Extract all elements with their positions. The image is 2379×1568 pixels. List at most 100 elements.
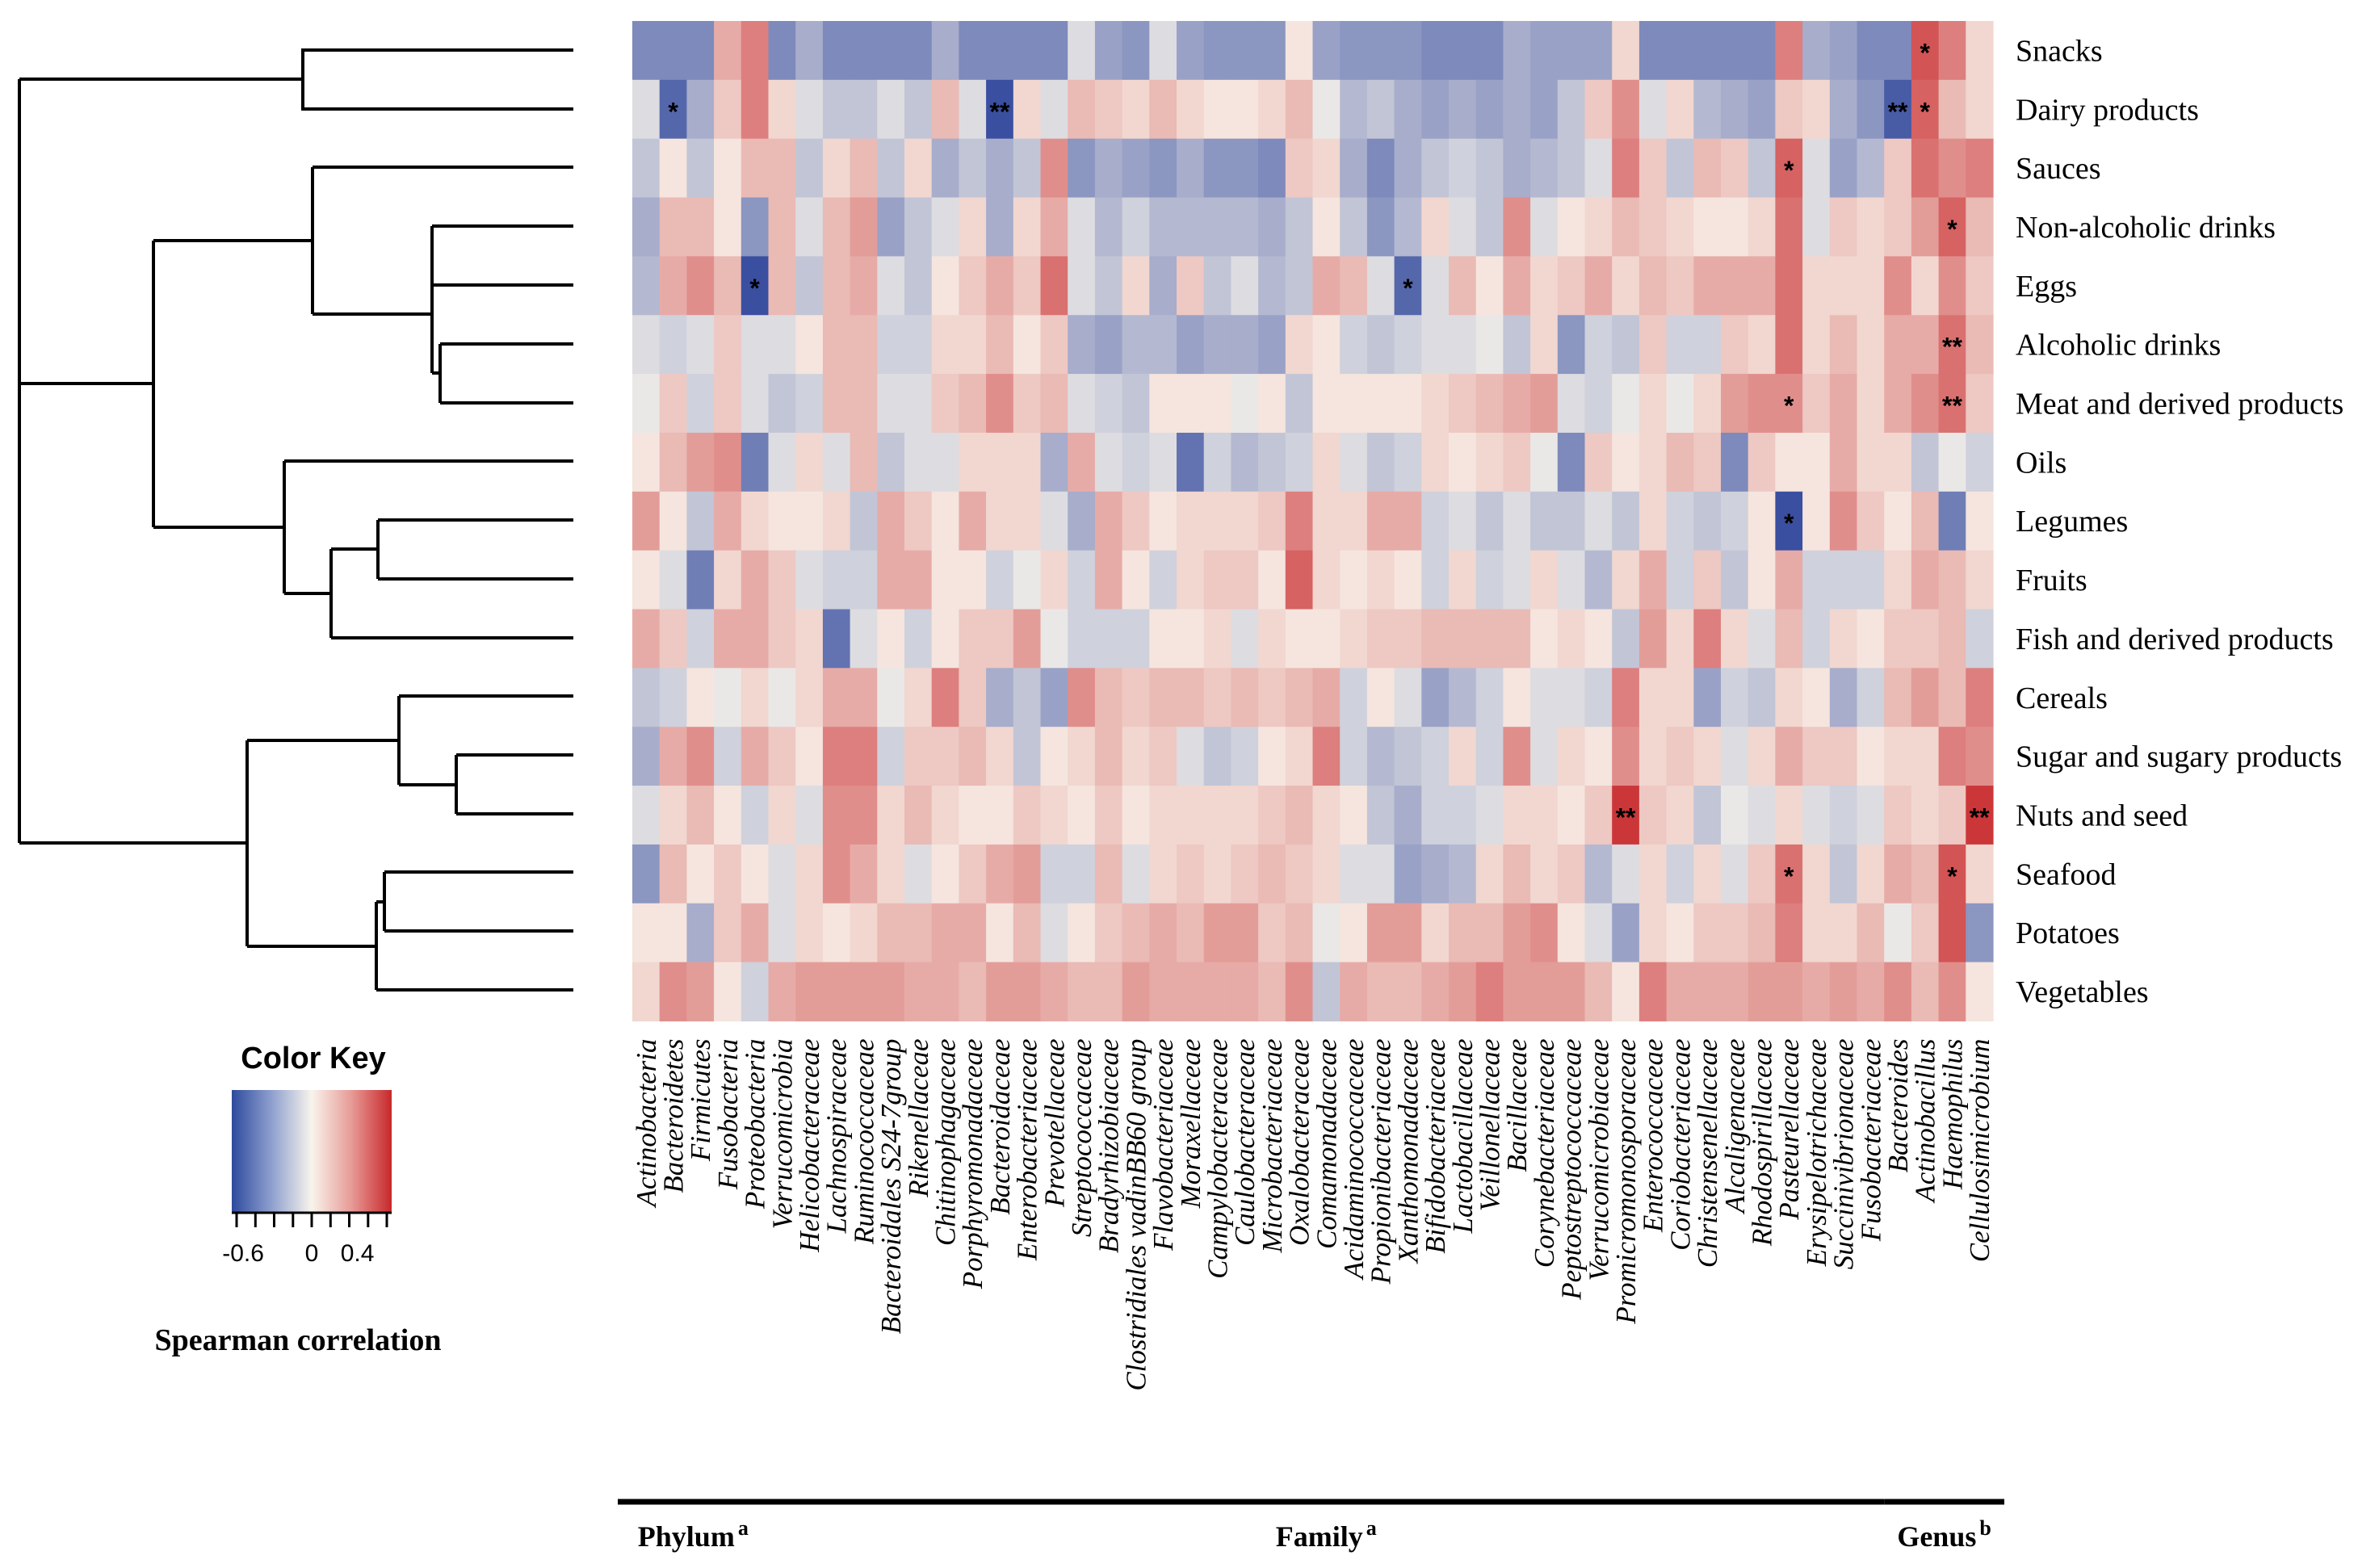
- heatmap-cell: [741, 727, 770, 786]
- heatmap-cell: [986, 21, 1014, 81]
- heatmap-cell: [986, 138, 1014, 199]
- heatmap-cell: [904, 79, 933, 140]
- heatmap-cell: [1557, 727, 1586, 786]
- heatmap-cell: [904, 550, 933, 610]
- column-label: Ruminococcaceae: [848, 1038, 879, 1245]
- heatmap-cell: [1122, 374, 1150, 434]
- heatmap-cell: [1285, 727, 1314, 786]
- heatmap-cell: [1475, 786, 1504, 845]
- heatmap-cell: [931, 79, 959, 140]
- heatmap-cell: [959, 197, 987, 257]
- heatmap-cell: [1231, 844, 1259, 904]
- heatmap-cell: [1177, 786, 1205, 845]
- heatmap-cell: [1122, 550, 1150, 610]
- heatmap-cell: [1775, 903, 1803, 963]
- heatmap-cell: [1612, 491, 1640, 551]
- heatmap-cell: [1340, 609, 1368, 669]
- heatmap-cell: [1258, 491, 1286, 551]
- heatmap-cell: [714, 903, 742, 963]
- heatmap-cell: [1312, 138, 1341, 199]
- heatmap-cell: [768, 786, 796, 845]
- heatmap-cell: [1775, 668, 1803, 727]
- heatmap-cell: [1693, 491, 1722, 551]
- heatmap-cell: [1638, 21, 1668, 81]
- heatmap-cell: [1177, 903, 1205, 963]
- heatmap-cell: [1829, 21, 1858, 81]
- heatmap-cell: [1666, 138, 1694, 199]
- heatmap-cell: [1068, 550, 1096, 610]
- heatmap-cell: [1884, 844, 1912, 904]
- heatmap-cell: [1966, 844, 1994, 904]
- heatmap-cell: [1530, 315, 1559, 375]
- heatmap-cell: [850, 491, 878, 551]
- heatmap-cell: [986, 786, 1014, 845]
- heatmap-cell: [931, 138, 959, 199]
- heatmap-cell: [741, 903, 770, 963]
- heatmap-cell: [850, 727, 878, 786]
- heatmap-cell: [1421, 432, 1450, 493]
- heatmap-cell: [931, 962, 959, 1022]
- column-label: Cellulosimicrobium: [1964, 1038, 1995, 1262]
- heatmap-cell: [1258, 962, 1286, 1022]
- heatmap-cell: [768, 609, 796, 669]
- row-label: Snacks: [2016, 34, 2103, 68]
- heatmap-cell: [1503, 844, 1531, 904]
- heatmap-cell: [1094, 668, 1123, 727]
- heatmap-cell: [1366, 844, 1395, 904]
- heatmap-cell: [768, 962, 796, 1022]
- column-label: Pasteurellaceae: [1773, 1038, 1805, 1220]
- column-groups: Phylum a Family a Genus b: [618, 1499, 2004, 1553]
- heatmap-cell: [632, 903, 661, 963]
- heatmap-cell: [1312, 491, 1341, 551]
- heatmap-cell: [1938, 903, 1966, 963]
- heatmap-cell: [1122, 79, 1150, 140]
- heatmap-cell: [795, 786, 824, 845]
- heatmap-cell: [1775, 432, 1803, 493]
- heatmap-cell: [959, 21, 987, 81]
- heatmap-cell: [1177, 138, 1205, 199]
- color-key-gradient: [232, 1090, 392, 1213]
- heatmap-cell: [904, 903, 933, 963]
- heatmap-cell: [1340, 903, 1368, 963]
- heatmap-cell: [1231, 609, 1259, 669]
- heatmap-cell: [1285, 315, 1314, 375]
- heatmap-cell: [1285, 432, 1314, 493]
- column-label: Porphyromonadaceae: [957, 1038, 988, 1289]
- heatmap-cell: [1013, 668, 1042, 727]
- heatmap-cell: [1938, 491, 1966, 551]
- heatmap-cell: [1122, 609, 1150, 669]
- heatmap-cell: [1966, 550, 1994, 610]
- column-label: Propionibacteriaceae: [1366, 1038, 1397, 1285]
- column-label: Succinivibrionaceae: [1828, 1038, 1860, 1269]
- heatmap-cell: [1258, 21, 1286, 81]
- column-label: Proteobacteria: [740, 1038, 771, 1210]
- heatmap-cell: [1721, 197, 1749, 257]
- group-label: Phylum a: [638, 1516, 749, 1553]
- column-label: Flavobacteriaceae: [1148, 1038, 1179, 1251]
- heatmap-cell: [741, 668, 770, 727]
- heatmap-cell: [877, 491, 905, 551]
- heatmap-cell: [1394, 550, 1422, 610]
- heatmap-cell: [986, 550, 1014, 610]
- heatmap-cell: [1966, 21, 1994, 81]
- heatmap-cell: [1285, 491, 1314, 551]
- heatmap-cell: [1612, 315, 1640, 375]
- heatmap-cell: [1258, 197, 1286, 257]
- heatmap-cell: [1421, 727, 1450, 786]
- heatmap-cell: [1475, 256, 1504, 316]
- heatmap-cell: [1394, 374, 1422, 434]
- heatmap-cell: [1285, 668, 1314, 727]
- heatmap-cell: [1557, 138, 1586, 199]
- heatmap-cell: [986, 727, 1014, 786]
- heatmap-cell: [1911, 138, 1940, 199]
- heatmap-cell: [768, 844, 796, 904]
- heatmap-cell: [959, 138, 987, 199]
- heatmap-cell: [1612, 79, 1640, 140]
- heatmap-cell: [1884, 786, 1912, 845]
- heatmap-cell: [1829, 197, 1858, 257]
- column-label: Promicromonosporaceae: [1610, 1038, 1642, 1324]
- heatmap-cell: [1584, 550, 1613, 610]
- column-label: Streptococcaceae: [1066, 1038, 1097, 1237]
- heatmap-cell: [1366, 315, 1395, 375]
- heatmap-cell: [959, 79, 987, 140]
